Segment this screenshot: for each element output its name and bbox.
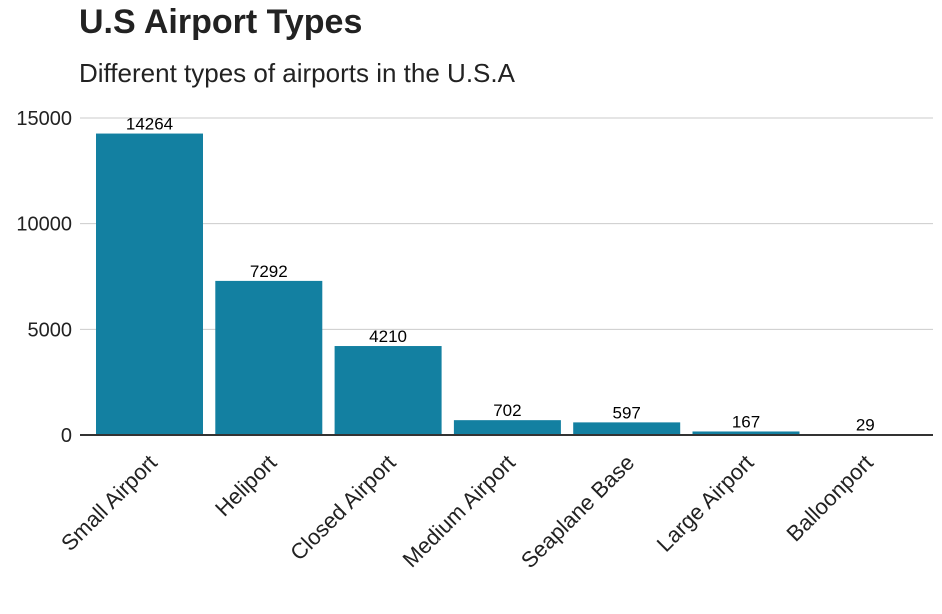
- x-tick-label: Seaplane Base: [516, 450, 639, 573]
- bar: [96, 133, 203, 435]
- x-tick-label: Closed Airport: [285, 450, 400, 565]
- chart-title: U.S Airport Types: [79, 3, 363, 41]
- bar: [453, 420, 561, 435]
- y-tick-label: 10000: [16, 214, 72, 236]
- x-tick-label: Medium Airport: [398, 450, 520, 572]
- x-tick-label: Small Airport: [56, 450, 162, 556]
- data-label: 702: [493, 401, 521, 420]
- y-tick-label: 0: [61, 425, 72, 447]
- bars: [96, 133, 919, 435]
- bar: [334, 346, 442, 435]
- chart-subtitle: Different types of airports in the U.S.A: [79, 58, 515, 88]
- x-tick-label: Large Airport: [652, 450, 759, 557]
- x-tick-label: Balloonport: [781, 450, 877, 546]
- data-labels: 14264 7292 4210 702 597 167 29: [126, 115, 875, 435]
- data-label: 14264: [126, 115, 173, 134]
- data-label: 167: [732, 412, 760, 431]
- bar: [692, 431, 800, 435]
- y-tick-label: 15000: [16, 108, 72, 130]
- bar: [573, 422, 681, 435]
- data-label: 29: [856, 415, 875, 434]
- data-label: 4210: [369, 327, 407, 346]
- y-tick-label: 5000: [28, 319, 73, 341]
- data-label: 7292: [250, 262, 288, 281]
- grid-lines: [80, 117, 933, 330]
- data-label: 597: [613, 403, 641, 422]
- x-tick-label: Heliport: [210, 450, 281, 521]
- x-axis-labels: Small Airport Heliport Closed AirportMediu…: [56, 450, 878, 573]
- y-axis-ticks: 0 5000 10000 15000: [16, 108, 72, 447]
- bar: [215, 280, 323, 435]
